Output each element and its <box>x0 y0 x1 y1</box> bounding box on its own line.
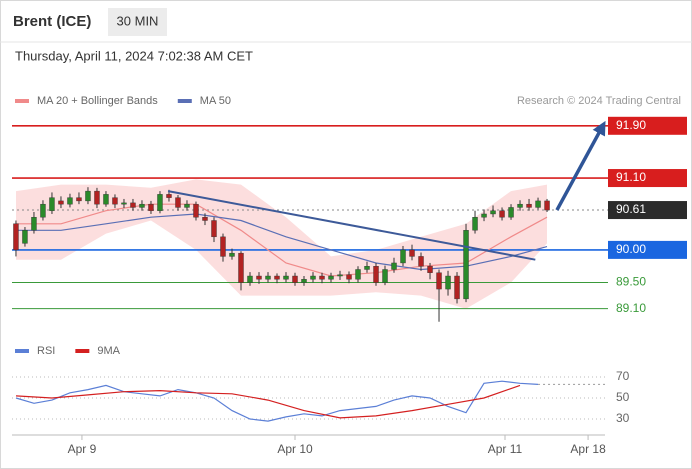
level-label: 89.50 <box>616 275 646 289</box>
legend-label: RSI <box>37 345 55 357</box>
timestamp: Thursday, April 11, 2024 7:02:38 AM CET <box>15 48 253 63</box>
candle-body <box>274 275 280 280</box>
candle-body <box>337 274 343 277</box>
candle-body <box>31 217 37 231</box>
legend-swatch <box>15 349 29 353</box>
indicator-line <box>15 384 521 419</box>
x-tick-label: Apr 18 <box>570 442 606 456</box>
legend-swatch <box>177 99 192 103</box>
candle-body <box>436 272 442 290</box>
candle-body <box>193 203 199 218</box>
x-tick-label: Apr 10 <box>277 442 313 456</box>
level-label: 90.00 <box>616 242 646 256</box>
candle-body <box>454 275 460 300</box>
y-tick-label: 70 <box>616 369 630 383</box>
candle-body <box>94 190 100 205</box>
candle-body <box>103 194 109 205</box>
candle-body <box>112 197 118 205</box>
candle-body <box>229 252 235 257</box>
candle-body <box>175 197 181 208</box>
candle-body <box>265 275 271 280</box>
y-tick-label: 50 <box>616 390 630 404</box>
candle-body <box>310 275 316 280</box>
candle-body <box>319 275 325 280</box>
interval: 30 MIN <box>117 13 159 28</box>
level-label: 89.10 <box>616 301 646 315</box>
candle-body <box>400 249 406 264</box>
candle-body <box>166 194 172 198</box>
candle-body <box>391 262 397 270</box>
candle-body <box>499 210 505 218</box>
x-tick-label: Apr 9 <box>68 442 97 456</box>
forecast-arrow <box>555 120 606 211</box>
candle-body <box>49 197 55 211</box>
source: Research © 2024 Trading Central <box>517 95 681 107</box>
candle-body <box>256 275 262 280</box>
interval-badge <box>108 8 167 36</box>
candle-body <box>544 200 550 211</box>
legend-label: 9MA <box>97 345 120 357</box>
candle-body <box>139 203 145 208</box>
candle-body <box>409 249 415 257</box>
candle-body <box>67 197 73 205</box>
level-badge <box>608 169 687 188</box>
level-label: 91.10 <box>616 170 646 184</box>
candle-body <box>76 197 82 202</box>
candle-body <box>58 200 64 205</box>
candle-body <box>211 220 217 238</box>
candle-body <box>148 203 154 211</box>
candle-body <box>490 210 496 215</box>
candle-body <box>373 266 379 283</box>
candle-body <box>463 230 469 300</box>
legend-label: MA 20 + Bollinger Bands <box>37 95 158 107</box>
candle-body <box>472 217 478 231</box>
legend-swatch <box>15 99 29 103</box>
legend-swatch <box>75 349 90 353</box>
level-badge <box>608 116 687 135</box>
candle-body <box>382 269 388 283</box>
legend-label: MA 50 <box>200 95 231 107</box>
candle-body <box>121 202 127 205</box>
candle-body <box>283 275 289 280</box>
candle-body <box>418 256 424 267</box>
level-badge <box>608 201 687 220</box>
candle-body <box>202 217 208 221</box>
level-badge <box>608 240 687 259</box>
candle-body <box>22 230 28 244</box>
candle-body <box>13 223 19 251</box>
candle-body <box>130 202 136 208</box>
candle-body <box>346 274 352 280</box>
candle-body <box>247 275 253 283</box>
candle-body <box>238 252 244 283</box>
bollinger-band <box>16 179 547 309</box>
candle-body <box>40 203 46 218</box>
level-label: 90.61 <box>616 202 646 216</box>
candle-body <box>481 213 487 218</box>
trendline <box>167 190 536 261</box>
candle-body <box>301 279 307 283</box>
candle-body <box>445 275 451 290</box>
candle-body <box>427 266 433 273</box>
candle-body <box>364 266 370 270</box>
instrument-title: Brent (ICE) <box>13 13 91 30</box>
candle-body <box>220 236 226 257</box>
x-tick-label: Apr 11 <box>488 442 523 456</box>
candle-body <box>517 203 523 208</box>
candle-body <box>157 194 163 211</box>
candle-body <box>85 190 91 202</box>
candle-body <box>355 269 361 280</box>
candle-body <box>292 275 298 283</box>
candle-body <box>328 275 334 280</box>
candle-body <box>184 203 190 208</box>
candle-body <box>526 203 532 208</box>
indicator-line <box>15 380 539 422</box>
candle-body <box>508 207 514 218</box>
candle-body <box>535 200 541 208</box>
y-tick-label: 30 <box>616 411 630 425</box>
level-label: 91.90 <box>616 118 646 132</box>
